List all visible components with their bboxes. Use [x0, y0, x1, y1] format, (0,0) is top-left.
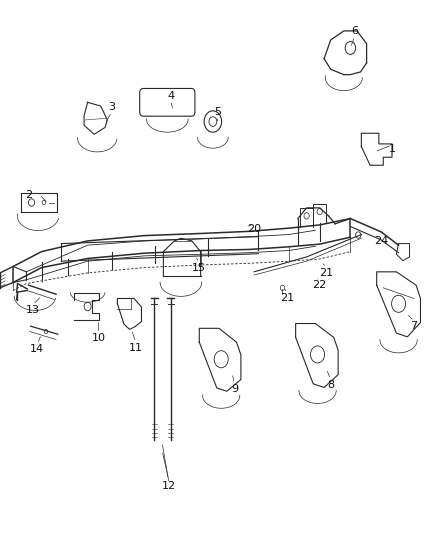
Text: 14: 14	[30, 344, 44, 354]
Text: 12: 12	[162, 481, 176, 491]
Text: 4: 4	[167, 91, 174, 101]
Text: 20: 20	[247, 224, 261, 234]
Text: 22: 22	[313, 280, 327, 290]
Text: 3: 3	[108, 102, 115, 111]
Text: 9: 9	[231, 384, 238, 394]
Text: 8: 8	[327, 380, 334, 390]
Text: 2: 2	[25, 190, 32, 199]
Text: 15: 15	[192, 263, 206, 272]
Text: 1: 1	[389, 144, 396, 154]
Text: 21: 21	[280, 294, 294, 303]
Text: 10: 10	[92, 334, 106, 343]
Text: 24: 24	[374, 236, 388, 246]
Text: 11: 11	[129, 343, 143, 352]
Text: 21: 21	[319, 268, 333, 278]
Text: 7: 7	[410, 321, 417, 331]
Text: 5: 5	[215, 107, 222, 117]
Text: 13: 13	[26, 305, 40, 315]
Text: 6: 6	[351, 26, 358, 36]
